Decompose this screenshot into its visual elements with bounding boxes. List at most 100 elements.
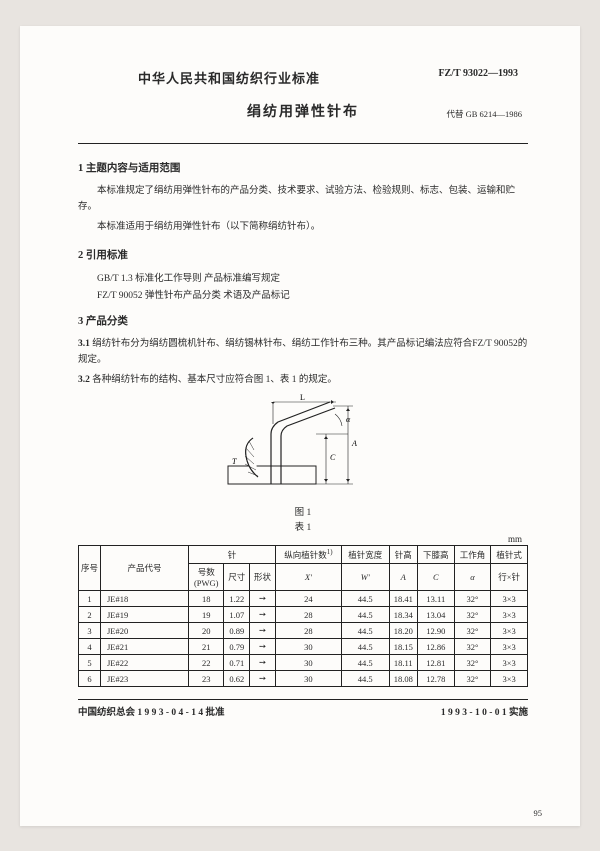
section-2-ref1: GB/T 1.3 标准化工作导则 产品标准编写规定	[97, 270, 528, 284]
cell-code: JE#21	[101, 639, 189, 655]
cell-size: 0.71	[224, 655, 250, 671]
th-seq: 序号	[79, 546, 101, 591]
th-A2: A	[389, 564, 417, 591]
cell-seq: 1	[79, 591, 101, 607]
implementation-text: 1 9 9 3 - 1 0 - 0 1 实施	[441, 704, 528, 718]
cell-num: 22	[189, 655, 224, 671]
clause-3-1: 3.1 绢纺针布分为绢纺圆梳机针布、绢纺锡林针布、绢纺工作针布三种。其产品标记编…	[78, 336, 528, 368]
table-unit: mm	[78, 534, 522, 544]
cell-size: 1.07	[224, 607, 250, 623]
section-2-ref2: FZ/T 90052 弹性针布产品分类 术语及产品标记	[97, 287, 528, 301]
th-needle-group: 针	[189, 546, 276, 564]
cell-x: 28	[275, 607, 341, 623]
cell-size: 0.79	[224, 639, 250, 655]
cell-w: 44.5	[341, 671, 389, 687]
th-w: W'	[341, 564, 389, 591]
figure-1: L α A C T	[78, 394, 528, 502]
cell-code: JE#20	[101, 623, 189, 639]
cell-shape: ➙	[250, 591, 276, 607]
table-head: 序号 产品代号 针 纵向植针数1) 植针宽度 针高 下膝高 工作角 植针式 号数…	[79, 546, 528, 591]
cell-C: 12.90	[417, 623, 454, 639]
document-page: 中华人民共和国纺织行业标准 FZ/T 93022—1993 绢纺用弹性针布 代替…	[20, 26, 580, 826]
cell-arr: 3×3	[491, 623, 528, 639]
th-arr: 植针式	[491, 546, 528, 564]
cell-code: JE#23	[101, 671, 189, 687]
table-body: 1JE#18181.22➙2444.518.4113.1132°3×32JE#1…	[79, 591, 528, 687]
cell-arr: 3×3	[491, 655, 528, 671]
standard-code: FZ/T 93022—1993	[438, 68, 518, 87]
th-C: 下膝高	[417, 546, 454, 564]
page-number: 95	[534, 808, 543, 818]
cell-code: JE#22	[101, 655, 189, 671]
cell-shape: ➙	[250, 607, 276, 623]
label-L: L	[300, 394, 305, 402]
cell-A: 18.15	[389, 639, 417, 655]
cell-w: 44.5	[341, 607, 389, 623]
clause-3-2: 3.2 各种绢纺针布的结构、基本尺寸应符合图 1、表 1 的规定。	[78, 372, 528, 388]
cell-seq: 6	[79, 671, 101, 687]
cell-A: 18.20	[389, 623, 417, 639]
table-row: 3JE#20200.89➙2844.518.2012.9032°3×3	[79, 623, 528, 639]
label-alpha: α	[346, 415, 351, 424]
cell-C: 12.86	[417, 639, 454, 655]
section-1-head: 1 主题内容与适用范围	[78, 160, 528, 175]
label-A: A	[351, 439, 357, 448]
table-1-caption: 表 1	[78, 519, 528, 533]
cell-size: 1.22	[224, 591, 250, 607]
cell-seq: 4	[79, 639, 101, 655]
cell-x: 30	[275, 639, 341, 655]
clause-3-2-text: 各种绢纺针布的结构、基本尺寸应符合图 1、表 1 的规定。	[90, 375, 337, 385]
cell-alpha: 32°	[454, 623, 491, 639]
cell-num: 18	[189, 591, 224, 607]
cell-arr: 3×3	[491, 607, 528, 623]
clause-3-1-text: 绢纺针布分为绢纺圆梳机针布、绢纺锡林针布、绢纺工作针布三种。其产品标记编法应符合…	[78, 339, 527, 365]
cell-num: 19	[189, 607, 224, 623]
cell-C: 12.81	[417, 655, 454, 671]
th-alpha2: α	[454, 564, 491, 591]
cell-A: 18.11	[389, 655, 417, 671]
table-row: 6JE#23230.62➙3044.518.0812.7832°3×3	[79, 671, 528, 687]
cell-seq: 2	[79, 607, 101, 623]
cell-shape: ➙	[250, 671, 276, 687]
cell-seq: 3	[79, 623, 101, 639]
section-1-p2: 本标准适用于绢纺用弹性针布（以下简称绢纺针布）。	[78, 219, 528, 235]
cell-alpha: 32°	[454, 655, 491, 671]
cell-size: 0.89	[224, 623, 250, 639]
cell-x: 30	[275, 655, 341, 671]
footer-row: 中国纺织总会 1 9 9 3 - 0 4 - 1 4 批准 1 9 9 3 - …	[78, 699, 528, 718]
cell-x: 28	[275, 623, 341, 639]
section-3-head: 3 产品分类	[78, 313, 528, 328]
cell-arr: 3×3	[491, 671, 528, 687]
cell-num: 23	[189, 671, 224, 687]
cell-A: 18.41	[389, 591, 417, 607]
cell-size: 0.62	[224, 671, 250, 687]
cell-x: 30	[275, 671, 341, 687]
cell-arr: 3×3	[491, 591, 528, 607]
cell-w: 44.5	[341, 639, 389, 655]
th-C2: C	[417, 564, 454, 591]
section-1-p1: 本标准规定了绢纺用弹性针布的产品分类、技术要求、试验方法、检验规则、标志、包装、…	[78, 183, 528, 215]
cell-num: 21	[189, 639, 224, 655]
th-x: X'	[275, 564, 341, 591]
th-x-group: 纵向植针数1)	[275, 546, 341, 564]
cell-w: 44.5	[341, 655, 389, 671]
th-code: 产品代号	[101, 546, 189, 591]
cell-shape: ➙	[250, 639, 276, 655]
table-row: 2JE#19191.07➙2844.518.3413.0432°3×3	[79, 607, 528, 623]
table-row: 5JE#22220.71➙3044.518.1112.8132°3×3	[79, 655, 528, 671]
approval-text: 中国纺织总会 1 9 9 3 - 0 4 - 1 4 批准	[78, 704, 224, 718]
cell-shape: ➙	[250, 623, 276, 639]
clause-3-1-num: 3.1	[78, 339, 90, 349]
org-title: 中华人民共和国纺织行业标准	[138, 68, 320, 87]
cell-arr: 3×3	[491, 639, 528, 655]
label-C: C	[330, 453, 336, 462]
replaces-note: 代替 GB 6214—1986	[446, 108, 522, 120]
cell-code: JE#19	[101, 607, 189, 623]
cell-C: 13.11	[417, 591, 454, 607]
label-T: T	[232, 457, 237, 466]
th-arr2: 行×针	[491, 564, 528, 591]
cell-shape: ➙	[250, 655, 276, 671]
header-row: 中华人民共和国纺织行业标准 FZ/T 93022—1993	[78, 68, 528, 87]
cell-alpha: 32°	[454, 607, 491, 623]
cell-w: 44.5	[341, 591, 389, 607]
